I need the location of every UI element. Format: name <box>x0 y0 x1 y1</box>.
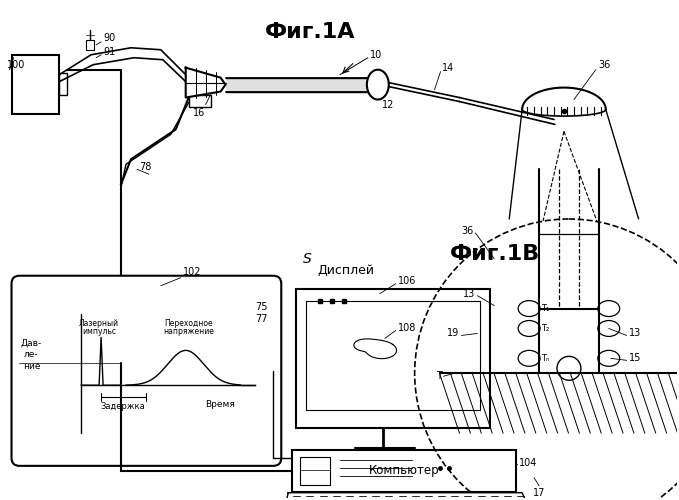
Text: S: S <box>303 252 312 266</box>
Text: 108: 108 <box>398 324 416 334</box>
Text: T₁: T₁ <box>541 304 549 313</box>
Text: 36: 36 <box>461 226 473 236</box>
Text: 78: 78 <box>139 162 151 172</box>
Text: Переходное: Переходное <box>164 318 213 328</box>
Text: 13: 13 <box>463 288 475 298</box>
Text: 100: 100 <box>7 60 25 70</box>
Bar <box>292 450 516 492</box>
Text: 36: 36 <box>599 60 611 70</box>
Bar <box>189 94 210 106</box>
Circle shape <box>557 356 581 380</box>
Text: 75: 75 <box>255 302 268 312</box>
Text: T₂: T₂ <box>541 324 549 333</box>
FancyBboxPatch shape <box>12 276 281 466</box>
Text: Лазерный: Лазерный <box>79 318 119 328</box>
Text: Компьютер: Компьютер <box>369 464 439 477</box>
Bar <box>296 288 490 428</box>
Text: 102: 102 <box>183 266 201 276</box>
Text: 106: 106 <box>398 276 416 285</box>
Text: 91: 91 <box>103 47 115 57</box>
Bar <box>306 300 480 410</box>
Text: 77: 77 <box>255 314 268 324</box>
Text: T: T <box>436 372 441 382</box>
Text: 90: 90 <box>103 33 115 43</box>
Text: 104: 104 <box>519 458 538 468</box>
Text: Дисплей: Дисплей <box>318 264 375 276</box>
Text: Дав-: Дав- <box>21 338 42 347</box>
Text: Tₙ: Tₙ <box>541 354 549 363</box>
Bar <box>12 54 59 114</box>
Polygon shape <box>186 68 225 98</box>
Text: 12: 12 <box>382 100 394 110</box>
Text: 15: 15 <box>629 354 641 364</box>
Text: 13: 13 <box>629 328 641 338</box>
Bar <box>200 312 236 330</box>
Polygon shape <box>285 492 530 500</box>
Text: 19: 19 <box>447 328 460 338</box>
Text: ние: ние <box>22 362 40 372</box>
Text: ле-: ле- <box>24 350 39 360</box>
Text: напряжение: напряжение <box>163 328 214 336</box>
Bar <box>59 72 67 94</box>
Bar <box>300 457 330 470</box>
Bar <box>86 40 94 50</box>
Text: 16: 16 <box>193 108 205 118</box>
Text: 14: 14 <box>441 62 454 72</box>
Ellipse shape <box>367 70 389 100</box>
Text: 17: 17 <box>533 488 545 498</box>
Text: Задержка: Задержка <box>100 402 145 411</box>
Text: Фиг.1А: Фиг.1А <box>265 22 355 42</box>
Text: Фиг.1В: Фиг.1В <box>449 244 540 264</box>
Text: Время: Время <box>206 400 236 409</box>
Text: 10: 10 <box>370 50 382 59</box>
Text: импульс: импульс <box>82 328 116 336</box>
Bar <box>300 457 330 485</box>
